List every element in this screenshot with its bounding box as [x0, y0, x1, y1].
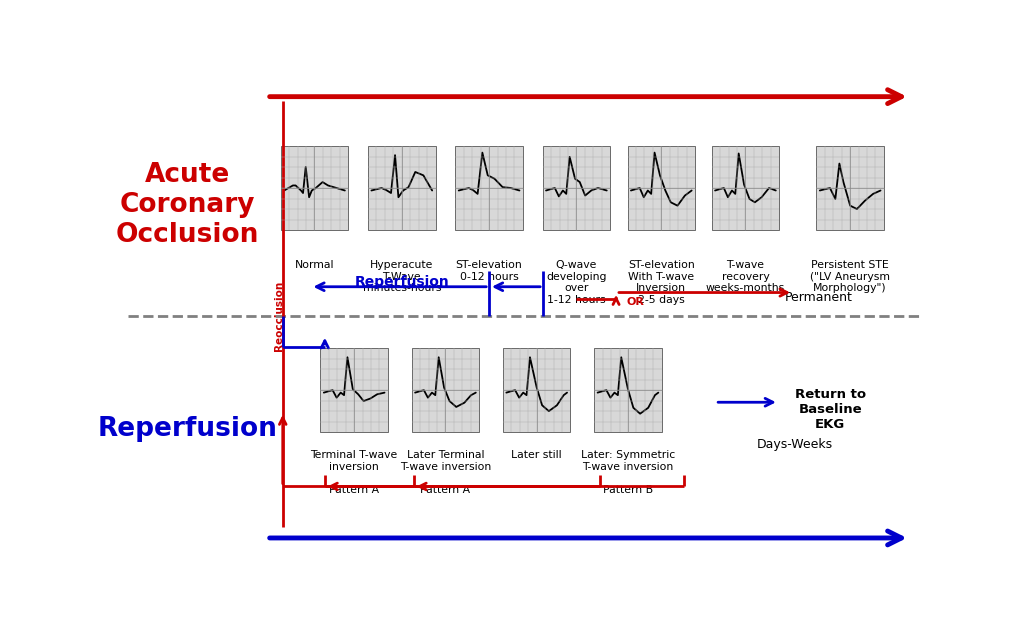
Bar [321, 348, 388, 432]
Bar [816, 146, 884, 230]
Text: Hyperacute
T-Wave
minutes-hours: Hyperacute T-Wave minutes-hours [362, 260, 441, 294]
Text: Acute
Coronary
Occlusion: Acute Coronary Occlusion [116, 162, 259, 248]
Text: Reperfusion: Reperfusion [97, 416, 278, 442]
Bar [628, 146, 695, 230]
Text: Reperfusion: Reperfusion [354, 275, 450, 289]
Bar [712, 146, 779, 230]
Text: Later still: Later still [511, 451, 562, 461]
Bar [456, 146, 523, 230]
Bar [503, 348, 570, 432]
Bar [281, 146, 348, 230]
Text: Permanent: Permanent [784, 291, 852, 304]
Text: Reocclusion: Reocclusion [273, 281, 284, 351]
Bar [368, 146, 435, 230]
Text: Later: Symmetric
T-wave inversion

Pattern B: Later: Symmetric T-wave inversion Patter… [581, 451, 675, 495]
Text: Return to
Baseline
EKG: Return to Baseline EKG [795, 388, 865, 431]
Text: Later Terminal
T-wave inversion

Pattern A: Later Terminal T-wave inversion Pattern … [399, 451, 492, 495]
Text: ST-elevation
With T-wave
Inversion
2-5 days: ST-elevation With T-wave Inversion 2-5 d… [628, 260, 694, 305]
Text: Normal: Normal [295, 260, 334, 270]
Bar [594, 348, 662, 432]
Bar [412, 348, 479, 432]
Text: T-wave
recovery
weeks-months: T-wave recovery weeks-months [706, 260, 785, 294]
Text: Days-Weeks: Days-Weeks [757, 438, 833, 451]
Text: OR: OR [627, 297, 645, 307]
Text: ST-elevation
0-12 hours: ST-elevation 0-12 hours [456, 260, 522, 282]
Text: Persistent STE
("LV Aneurysm
Morphology"): Persistent STE ("LV Aneurysm Morphology"… [810, 260, 890, 294]
Text: Q-wave
developing
over
1-12 hours: Q-wave developing over 1-12 hours [546, 260, 606, 305]
Bar [543, 146, 610, 230]
Text: Terminal T-wave
inversion

Pattern A: Terminal T-wave inversion Pattern A [310, 451, 397, 495]
